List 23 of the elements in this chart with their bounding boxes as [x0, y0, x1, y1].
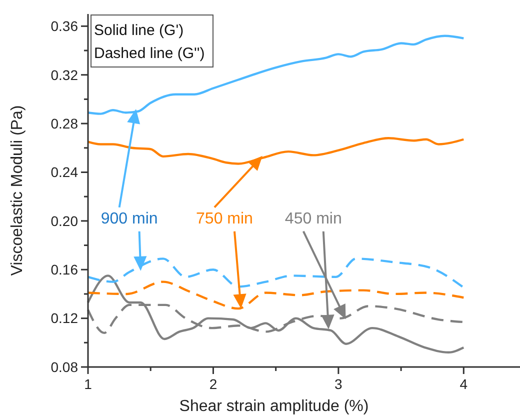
annotation: 750 min — [196, 210, 253, 228]
annotation: 900 min — [100, 210, 158, 228]
x-tick-label: 2 — [209, 376, 218, 392]
y-tick-label: 0.36 — [50, 18, 78, 34]
line-series — [86, 137, 465, 165]
x-axis-title: Shear strain amplitude (%) — [179, 398, 369, 415]
y-tick-label: 0.28 — [50, 115, 78, 132]
annotation: 450 min — [284, 210, 342, 228]
annotation: Solid line (G') — [94, 22, 184, 39]
y-tick-label: 0.32 — [50, 66, 78, 83]
y-tick-label: 0.20 — [50, 212, 78, 229]
y-tick-label: 0.12 — [50, 310, 78, 326]
line-series — [86, 280, 465, 310]
annotation: Dashed line (G'') — [94, 45, 205, 62]
line-series — [86, 274, 465, 354]
x-tick-label: 1 — [84, 376, 92, 392]
y-tick-label: 0.24 — [50, 164, 78, 180]
line-series — [86, 258, 464, 288]
x-tick-label: 3 — [334, 376, 343, 392]
y-axis-title: Viscoelastic Moduli (Pa) — [9, 105, 26, 276]
y-tick-label: 0.08 — [50, 358, 78, 375]
x-tick-label: 4 — [460, 376, 468, 392]
y-tick-label: 0.16 — [50, 262, 78, 278]
